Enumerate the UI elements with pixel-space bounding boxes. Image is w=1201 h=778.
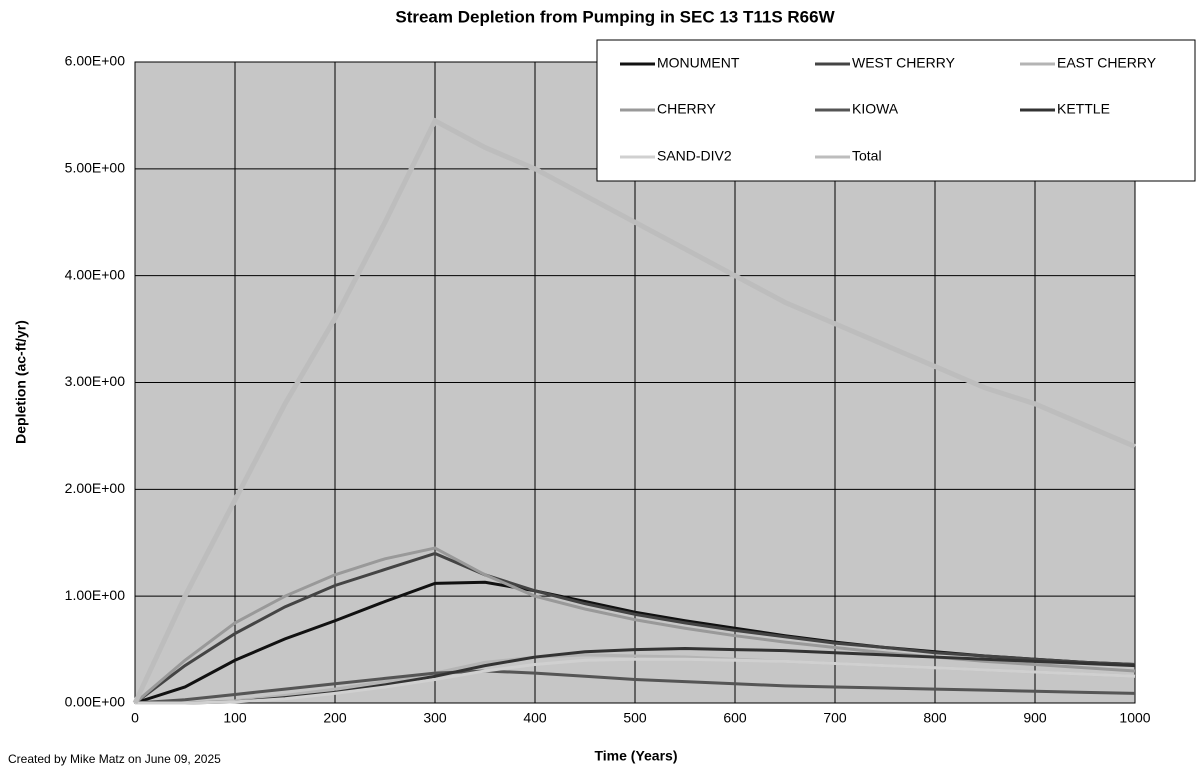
x-tick-label: 900 (1023, 710, 1047, 726)
x-axis-label: Time (Years) (594, 748, 677, 764)
legend-label: SAND-DIV2 (657, 148, 732, 164)
x-tick-label: 100 (223, 710, 247, 726)
x-tick-label: 500 (623, 710, 647, 726)
x-tick-label: 0 (131, 710, 139, 726)
y-axis-label: Depletion (ac-ft/yr) (13, 320, 29, 444)
legend-label: MONUMENT (657, 55, 740, 71)
x-tick-label: 700 (823, 710, 847, 726)
y-tick-label: 5.00E+00 (65, 160, 126, 176)
footnote: Created by Mike Matz on June 09, 2025 (8, 752, 221, 766)
legend-label: WEST CHERRY (852, 55, 956, 71)
y-tick-label: 1.00E+00 (65, 587, 126, 603)
x-tick-label: 400 (523, 710, 547, 726)
legend-label: CHERRY (657, 101, 717, 117)
legend-label: KIOWA (852, 101, 899, 117)
legend-label: EAST CHERRY (1057, 55, 1157, 71)
y-tick-label: 4.00E+00 (65, 266, 126, 282)
x-tick-label: 1000 (1119, 710, 1150, 726)
x-tick-label: 200 (323, 710, 347, 726)
series-line (134, 551, 1136, 705)
y-tick-label: 0.00E+00 (65, 694, 126, 710)
legend-label: Total (852, 148, 882, 164)
series-line (132, 117, 1136, 705)
x-tick-label: 800 (923, 710, 947, 726)
series-line (134, 669, 1136, 705)
x-tick-label: 600 (723, 710, 747, 726)
x-tick-label: 300 (423, 710, 447, 726)
legend-box (596, 39, 1196, 182)
y-tick-label: 2.00E+00 (65, 480, 126, 496)
y-tick-label: 3.00E+00 (65, 373, 126, 389)
series-line (135, 657, 1136, 705)
y-tick-label: 6.00E+00 (65, 53, 126, 69)
chart-title: Stream Depletion from Pumping in SEC 13 … (395, 7, 835, 26)
legend-label: KETTLE (1057, 101, 1110, 117)
